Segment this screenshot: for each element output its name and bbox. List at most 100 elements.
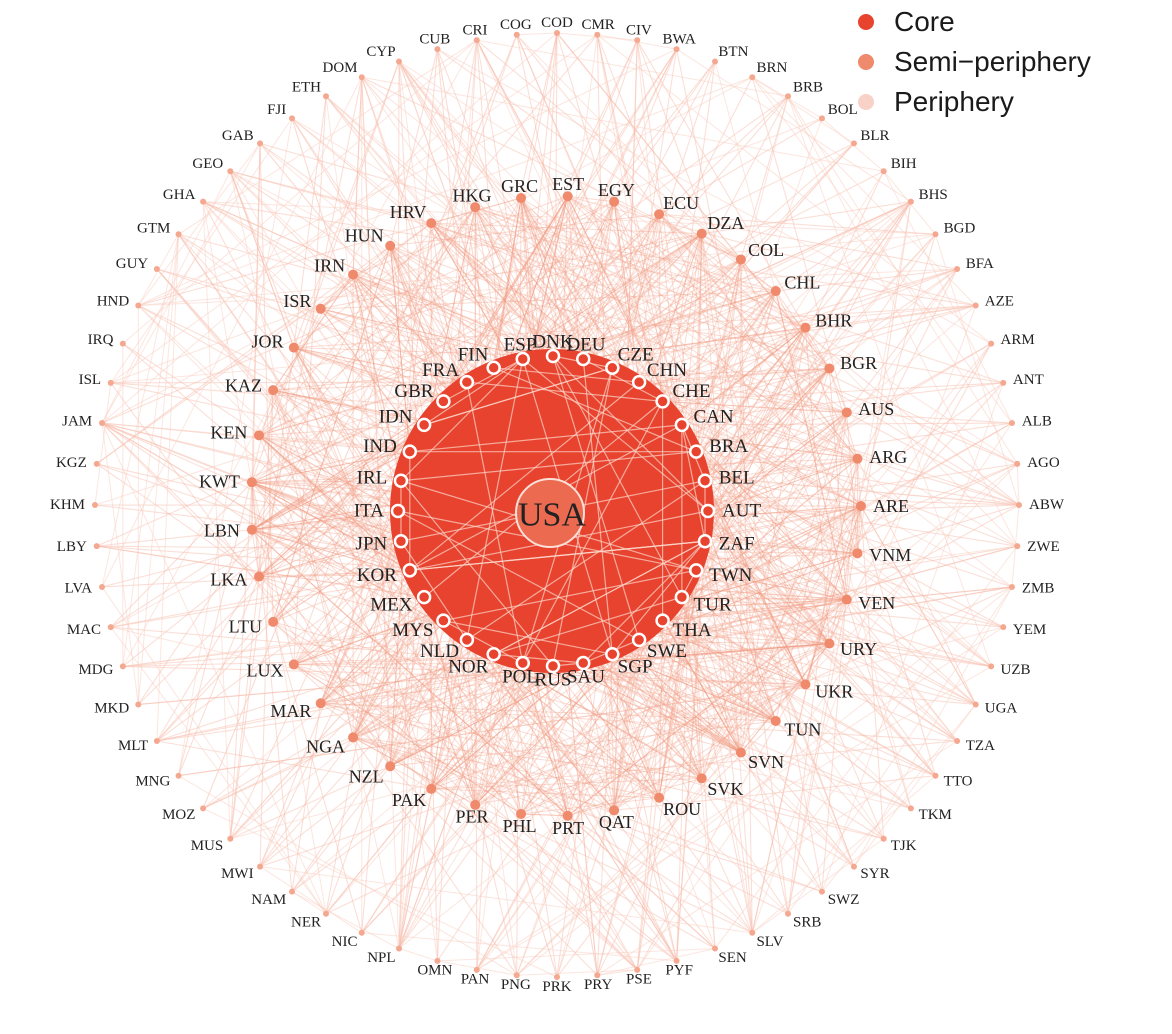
node-phl[interactable]: PHL [503, 808, 537, 836]
node-cog[interactable]: COG [500, 17, 532, 38]
node-kwt[interactable]: KWT [199, 471, 257, 491]
node-prk[interactable]: PRK [542, 974, 572, 995]
node-cri[interactable]: CRI [463, 22, 488, 44]
node-are[interactable]: ARE [856, 496, 909, 516]
node-mex[interactable]: MEX [370, 589, 432, 615]
node-gtm[interactable]: GTM [137, 221, 182, 238]
node-lbn[interactable]: LBN [204, 521, 257, 541]
node-jor[interactable]: JOR [252, 331, 299, 353]
node-mar[interactable]: MAR [270, 698, 326, 721]
node-kgz[interactable]: KGZ [56, 455, 100, 471]
node-alb[interactable]: ALB [1008, 413, 1052, 429]
node-aus[interactable]: AUS [841, 399, 894, 419]
node-ltu[interactable]: LTU [229, 616, 279, 636]
node-che[interactable]: CHE [655, 381, 711, 409]
node-ven[interactable]: VEN [841, 593, 895, 613]
node-jam[interactable]: JAM [62, 413, 106, 429]
node-svk[interactable]: SVK [696, 773, 744, 799]
node-hkg[interactable]: HKG [453, 186, 492, 213]
node-hun[interactable]: HUN [345, 226, 396, 251]
node-fin[interactable]: FIN [458, 344, 501, 376]
node-ant[interactable]: ANT [1000, 372, 1044, 388]
node-bih[interactable]: BIH [880, 156, 917, 175]
node-col[interactable]: COL [735, 240, 784, 265]
node-tun[interactable]: TUN [770, 715, 822, 739]
node-jpn[interactable]: JPN [356, 533, 409, 554]
node-isl[interactable]: ISL [79, 372, 114, 388]
node-est[interactable]: EST [552, 174, 584, 202]
node-swe[interactable]: SWE [631, 632, 687, 662]
node-cub[interactable]: CUB [419, 31, 450, 53]
node-aze[interactable]: AZE [972, 293, 1014, 309]
node-zmb[interactable]: ZMB [1008, 581, 1054, 597]
node-geo[interactable]: GEO [192, 156, 234, 175]
node-brb[interactable]: BRB [785, 80, 823, 100]
node-egy[interactable]: EGY [598, 180, 635, 207]
node-syr[interactable]: SYR [850, 863, 890, 883]
node-nic[interactable]: NIC [332, 929, 365, 950]
node-bra[interactable]: BRA [688, 436, 748, 459]
node-per[interactable]: PER [455, 799, 489, 827]
node-mdg[interactable]: MDG [78, 662, 126, 678]
node-zaf[interactable]: ZAF [697, 533, 755, 554]
node-btn[interactable]: BTN [712, 44, 749, 65]
node-nam[interactable]: NAM [251, 888, 296, 908]
node-moz[interactable]: MOZ [162, 805, 207, 823]
node-mac[interactable]: MAC [67, 622, 114, 638]
node-nzl[interactable]: NZL [349, 761, 396, 786]
node-aut[interactable]: AUT [700, 501, 761, 522]
node-uzb[interactable]: UZB [988, 662, 1031, 678]
node-ner[interactable]: NER [291, 910, 329, 931]
node-ury[interactable]: URY [824, 638, 877, 659]
node-gbr[interactable]: GBR [394, 381, 451, 409]
node-ita[interactable]: ITA [354, 501, 406, 522]
node-twn[interactable]: TWN [688, 563, 753, 586]
node-omn[interactable]: OMN [417, 957, 452, 979]
node-cyp[interactable]: CYP [366, 44, 402, 65]
node-nor[interactable]: NOR [448, 646, 501, 678]
node-khm[interactable]: KHM [50, 497, 98, 513]
node-srb[interactable]: SRB [785, 910, 821, 931]
node-dnk[interactable]: DNK [532, 332, 574, 364]
node-bgd[interactable]: BGD [932, 221, 975, 238]
node-bfa[interactable]: BFA [954, 256, 994, 272]
node-ecu[interactable]: ECU [654, 193, 699, 220]
node-lka[interactable]: LKA [210, 569, 265, 589]
node-bgr[interactable]: BGR [824, 353, 877, 374]
node-dza[interactable]: DZA [696, 213, 745, 239]
node-lva[interactable]: LVA [65, 581, 106, 597]
node-ind[interactable]: IND [363, 436, 418, 459]
node-chn[interactable]: CHN [631, 360, 687, 390]
node-tza[interactable]: TZA [954, 738, 995, 754]
node-arm[interactable]: ARM [988, 332, 1035, 348]
node-rou[interactable]: ROU [654, 792, 701, 819]
node-chl[interactable]: CHL [770, 273, 821, 297]
node-uga[interactable]: UGA [972, 701, 1018, 717]
node-cod[interactable]: COD [541, 15, 573, 36]
node-bol[interactable]: BOL [818, 102, 858, 122]
node-idn[interactable]: IDN [379, 407, 432, 433]
node-ken[interactable]: KEN [210, 423, 265, 443]
node-bel[interactable]: BEL [697, 468, 755, 489]
node-nga[interactable]: NGA [306, 732, 359, 756]
node-slv[interactable]: SLV [749, 929, 784, 950]
node-mwi[interactable]: MWI [221, 863, 264, 883]
node-tto[interactable]: TTO [932, 772, 973, 790]
node-tjk[interactable]: TJK [880, 835, 917, 854]
node-sen[interactable]: SEN [712, 945, 747, 966]
node-lux[interactable]: LUX [247, 659, 299, 681]
node-bhr[interactable]: BHR [800, 311, 852, 333]
node-esp[interactable]: ESP [504, 335, 537, 367]
node-fji[interactable]: FJI [267, 102, 296, 122]
node-pry[interactable]: PRY [584, 972, 613, 993]
node-mys[interactable]: MYS [392, 613, 451, 641]
node-tha[interactable]: THA [655, 613, 712, 641]
node-ago[interactable]: AGO [1014, 455, 1060, 471]
node-gab[interactable]: GAB [222, 128, 264, 147]
hub-node[interactable]: USA [515, 478, 586, 548]
node-yem[interactable]: YEM [1000, 622, 1046, 638]
node-hnd[interactable]: HND [97, 293, 142, 309]
node-swz[interactable]: SWZ [818, 888, 859, 908]
node-abw[interactable]: ABW [1016, 497, 1065, 513]
node-tur[interactable]: TUR [674, 589, 732, 615]
